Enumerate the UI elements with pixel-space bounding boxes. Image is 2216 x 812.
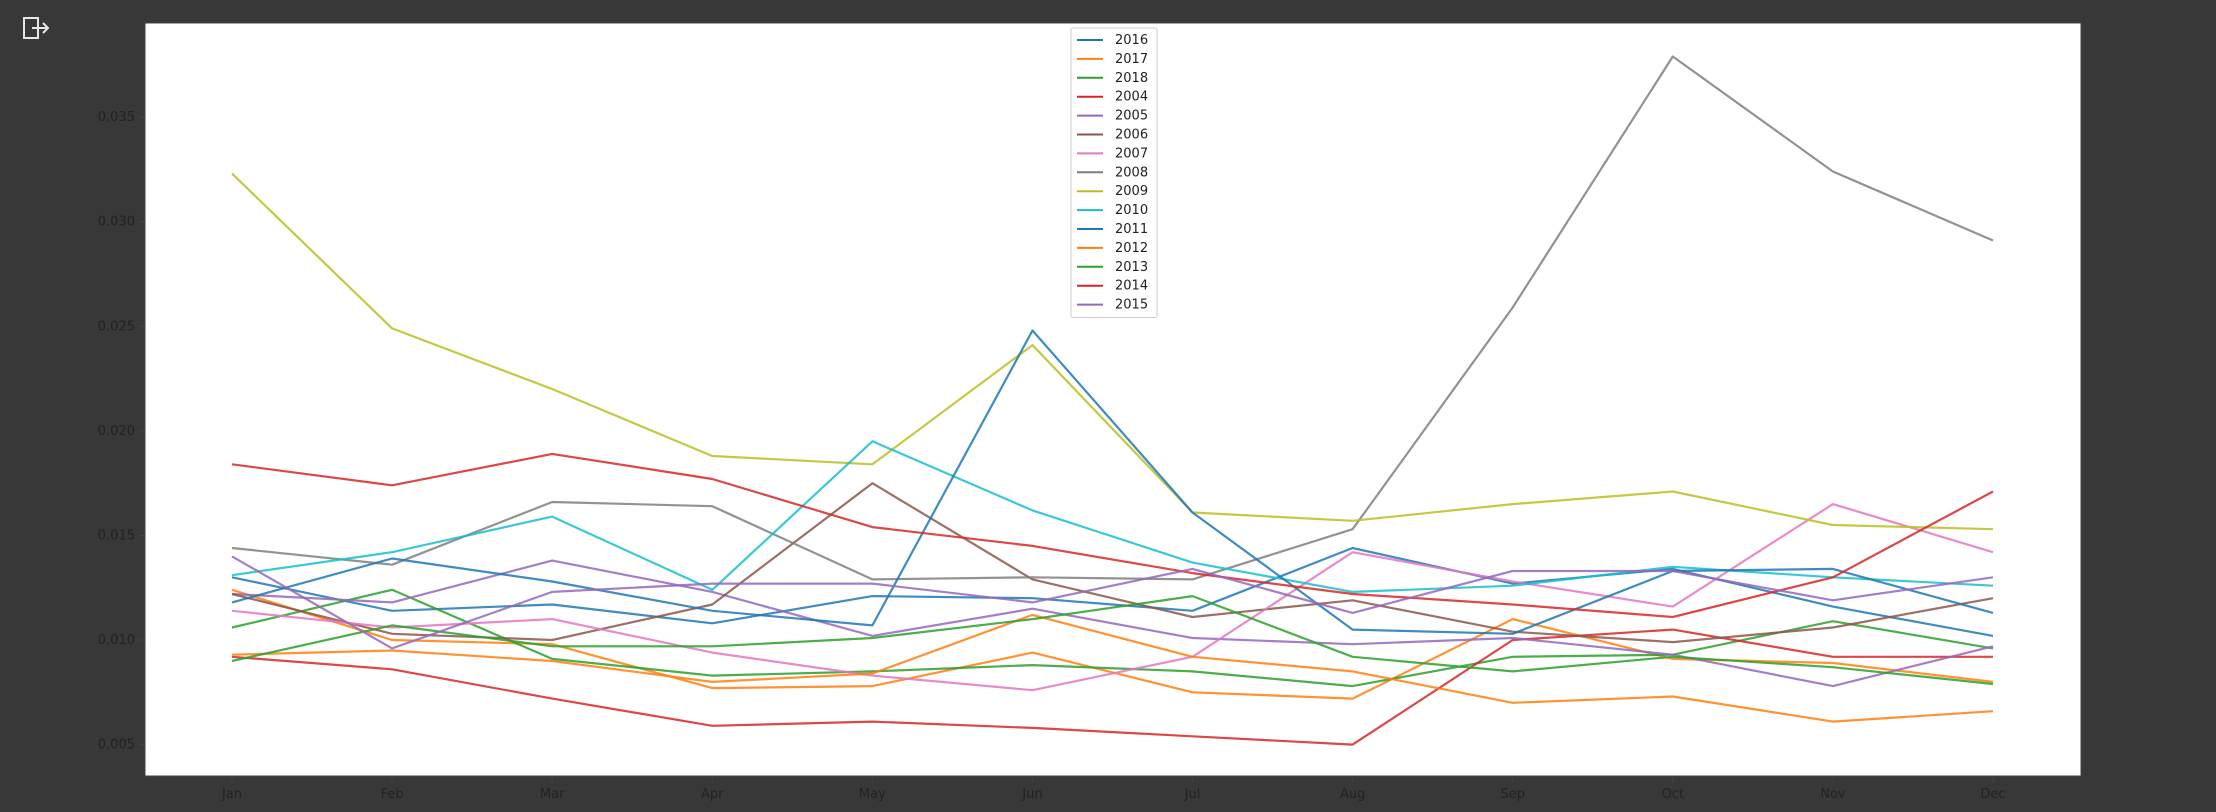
x-tick-label: Aug [1340, 787, 1365, 802]
legend-label: 2008 [1115, 165, 1148, 180]
series-line-2005 [231, 559, 1994, 688]
legend-label: 2006 [1115, 128, 1148, 143]
x-tick-label: Apr [701, 787, 724, 802]
legend-frame [1070, 27, 1158, 318]
y-tick-label: 0.025 [98, 319, 135, 334]
legend-label: 2017 [1115, 52, 1148, 67]
x-tick-label: Sep [1500, 787, 1525, 802]
y-tick-label: 0.005 [98, 738, 135, 753]
x-tick-label: Dec [1980, 787, 2005, 802]
x-axis: Jan Feb Mar Apr May Jun Jul Aug Sep Oct Nov Dec [221, 776, 2006, 802]
series-line-2011 [231, 329, 1994, 635]
output-toggle-icon[interactable] [20, 14, 54, 44]
x-tick-label: Nov [1820, 787, 1846, 802]
legend-label: 2012 [1115, 241, 1148, 256]
legend-label: 2004 [1115, 90, 1148, 105]
legend-label: 2018 [1115, 71, 1148, 86]
series-line-2006 [231, 482, 1994, 644]
series-lines [231, 55, 1994, 746]
x-tick-label: Mar [540, 787, 565, 802]
legend-label: 2016 [1115, 33, 1148, 48]
series-line-2012 [231, 613, 1994, 723]
y-tick-label: 0.020 [98, 424, 135, 439]
legend-label: 2011 [1115, 222, 1148, 237]
x-tick-label: Feb [381, 787, 404, 802]
x-tick-label: Jan [221, 787, 242, 802]
y-tick-label: 0.030 [98, 215, 135, 230]
series-line-2008 [231, 55, 1994, 581]
legend: 2016 2017 2018 2004 2005 2006 2007 2008 2009 2010… [1070, 27, 1158, 318]
series-line-2007 [231, 503, 1994, 692]
series-line-2015 [231, 555, 1994, 650]
y-axis: 0.005 0.010 0.015 0.020 0.025 0.030 0.035 [98, 110, 145, 753]
series-line-2009 [231, 172, 1994, 531]
x-tick-label: Jun [1021, 787, 1042, 802]
series-line-2018 [231, 588, 1994, 688]
legend-label: 2014 [1115, 279, 1148, 294]
legend-label: 2007 [1115, 146, 1148, 161]
legend-label: 2015 [1115, 298, 1148, 313]
x-tick-label: Jul [1184, 787, 1201, 802]
legend-label: 2010 [1115, 203, 1148, 218]
x-tick-label: Oct [1662, 787, 1684, 802]
legend-label: 2013 [1115, 260, 1148, 275]
series-line-2013 [231, 594, 1994, 686]
y-tick-label: 0.010 [98, 633, 135, 648]
y-tick-label: 0.015 [98, 528, 135, 543]
legend-label: 2009 [1115, 184, 1148, 199]
legend-label: 2005 [1115, 109, 1148, 124]
y-tick-label: 0.035 [98, 110, 135, 125]
series-line-2010 [231, 440, 1994, 594]
series-line-2004 [231, 628, 1993, 746]
series-line-2014 [231, 452, 1994, 619]
x-tick-label: May [859, 787, 886, 802]
